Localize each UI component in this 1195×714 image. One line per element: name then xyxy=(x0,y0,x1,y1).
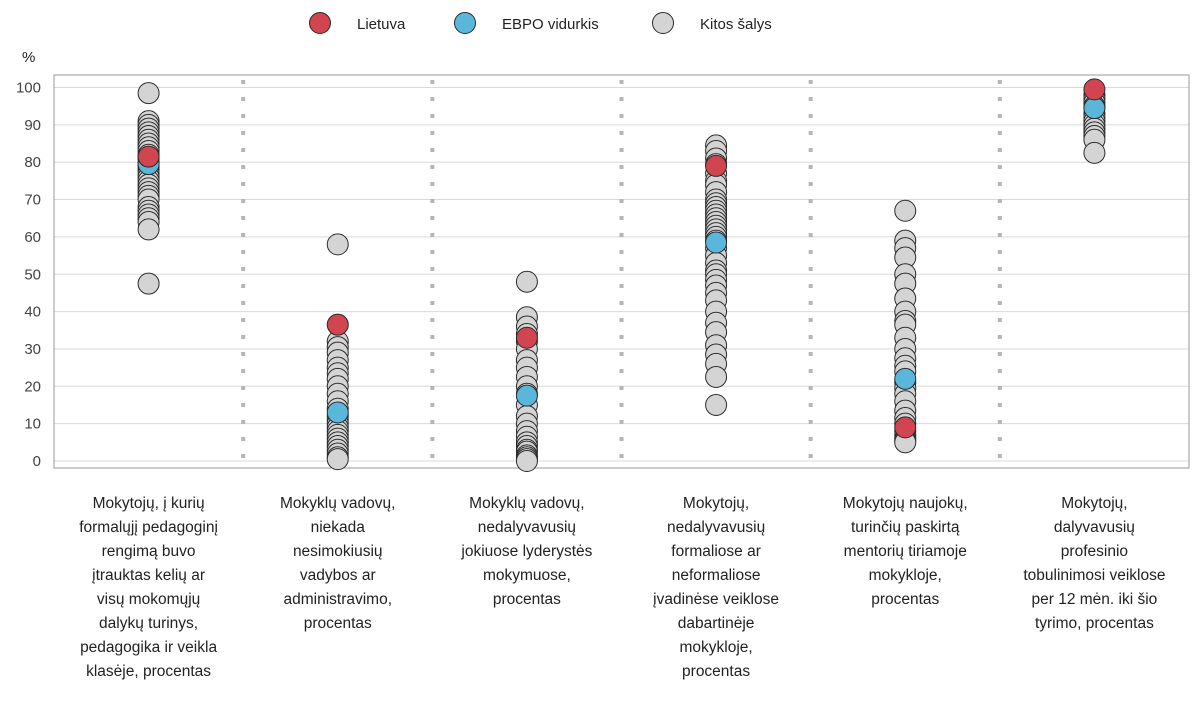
y-tick-label: 70 xyxy=(24,192,41,209)
point-kitos-alys xyxy=(705,393,728,416)
data-points xyxy=(137,78,1106,472)
legend-item: EBPO vidurkis xyxy=(454,12,599,34)
point-kitos-alys xyxy=(137,218,160,241)
legend-marker xyxy=(652,12,674,34)
point-kitos-alys xyxy=(1083,141,1106,164)
legend: Lietuva EBPO vidurkis Kitos šalys xyxy=(309,12,772,34)
y-tick-label: 10 xyxy=(24,416,41,433)
point-kitos-alys xyxy=(137,272,160,295)
point-lietuva xyxy=(515,326,538,349)
legend-marker xyxy=(309,12,331,34)
plot-area-border xyxy=(53,74,1190,469)
y-tick-label: 30 xyxy=(24,341,41,358)
y-tick-label: 0 xyxy=(33,453,41,470)
point-kitos-alys xyxy=(326,233,349,256)
point-kitos-alys xyxy=(894,199,917,222)
point-ebpo-vidurkis xyxy=(894,367,917,390)
y-tick-label: 100 xyxy=(16,80,41,97)
legend-label: Lietuva xyxy=(357,16,406,33)
category-label: Mokytojų, nedalyvavusių formaliose ar ne… xyxy=(653,495,779,680)
y-tick-label: 90 xyxy=(24,117,41,134)
y-tick-label: 60 xyxy=(24,229,41,246)
point-ebpo-vidurkis xyxy=(705,231,728,254)
category-separators xyxy=(241,80,1002,466)
category-label: Mokyklų vadovų, nedalyvavusių jokiuose l… xyxy=(461,495,593,608)
legend-item: Kitos šalys xyxy=(652,12,772,34)
y-tick-label: 40 xyxy=(24,304,41,321)
point-ebpo-vidurkis xyxy=(1083,97,1106,120)
point-lietuva xyxy=(705,154,728,177)
point-ebpo-vidurkis xyxy=(326,401,349,424)
point-lietuva xyxy=(1083,78,1106,101)
point-kitos-alys xyxy=(515,270,538,293)
legend-label: Kitos šalys xyxy=(700,16,772,33)
point-lietuva xyxy=(137,145,160,168)
y-axis-label: % xyxy=(22,49,35,66)
y-tick-label: 20 xyxy=(24,378,41,395)
y-tick-label: 80 xyxy=(24,154,41,171)
point-kitos-alys xyxy=(326,448,349,471)
legend-item: Lietuva xyxy=(309,12,406,34)
legend-label: EBPO vidurkis xyxy=(502,16,599,33)
point-ebpo-vidurkis xyxy=(515,384,538,407)
point-kitos-alys xyxy=(515,450,538,472)
legend-marker xyxy=(454,12,476,34)
category-label: Mokytojų, į kurių formalųjį pedagoginį r… xyxy=(79,495,218,680)
category-label: Mokytojų, dalyvavusių profesinio tobulin… xyxy=(1023,495,1166,632)
point-lietuva xyxy=(326,313,349,336)
point-lietuva xyxy=(894,416,917,439)
y-axis-ticks: 0 10 20 30 40 50 60 70 80 90 100 xyxy=(16,80,41,471)
y-tick-label: 50 xyxy=(24,266,41,283)
category-label: Mokytojų naujokų, turinčių paskirtą ment… xyxy=(842,495,968,608)
category-label: Mokyklų vadovų, niekada nesimokiusių vad… xyxy=(280,495,396,632)
point-kitos-alys xyxy=(137,82,160,105)
point-kitos-alys xyxy=(705,365,728,388)
